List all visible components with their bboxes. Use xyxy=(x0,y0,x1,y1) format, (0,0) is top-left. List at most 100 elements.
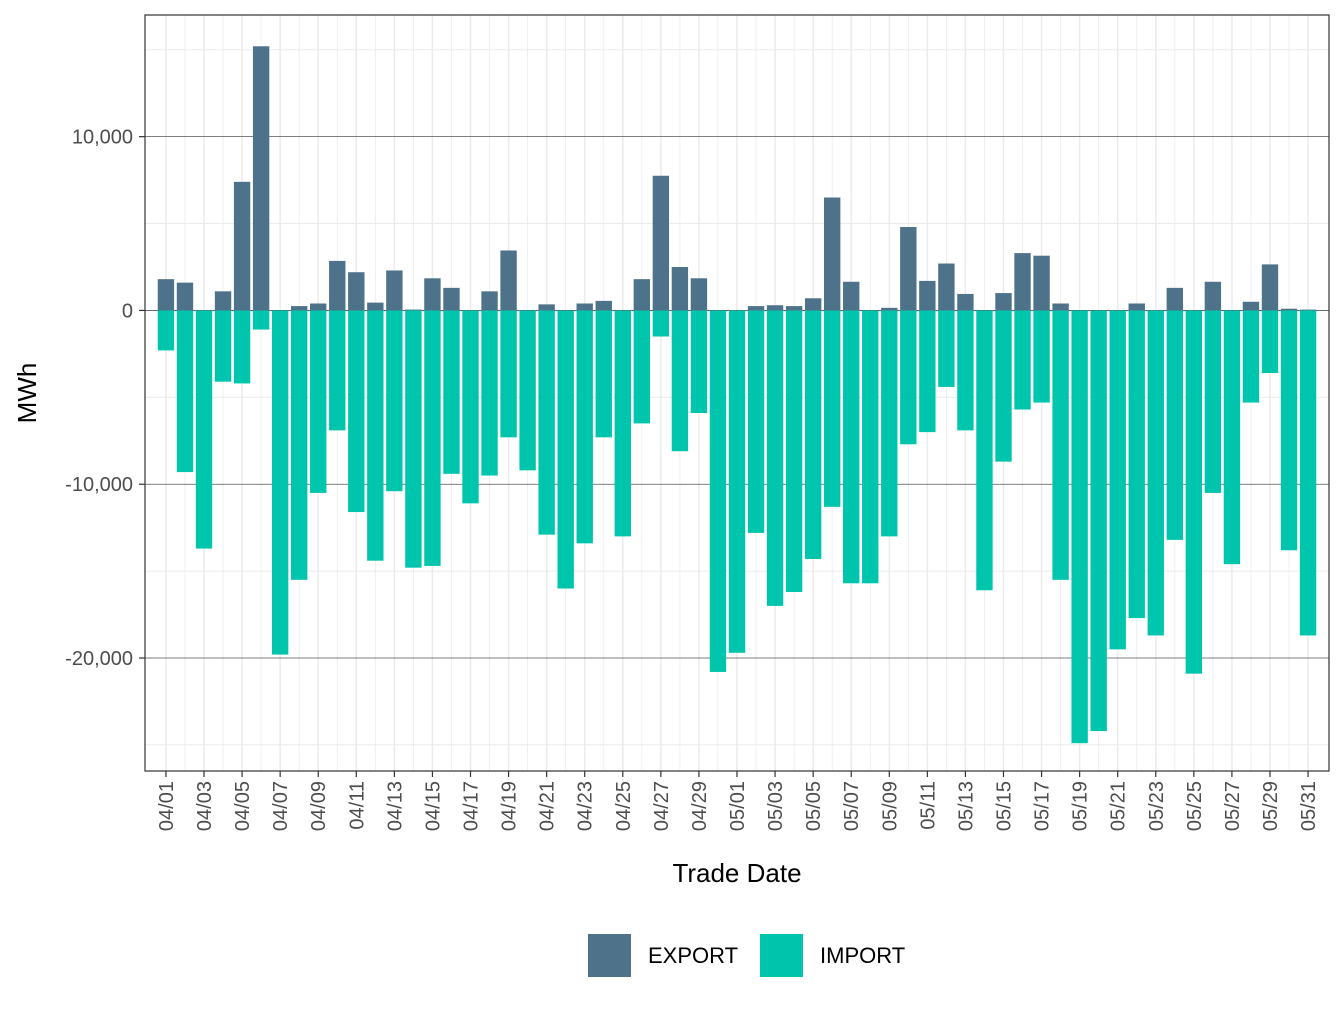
y-tick-label: -10,000 xyxy=(65,474,133,496)
bar-import-05-03 xyxy=(766,310,784,606)
bar-import-05-11 xyxy=(919,310,936,433)
bar-export-05-02 xyxy=(747,306,765,311)
bar-import-04-22 xyxy=(557,310,574,589)
bar-import-05-30 xyxy=(1280,310,1298,551)
x-tick-label: 04/07 xyxy=(270,781,292,831)
bar-export-04-19 xyxy=(500,250,517,311)
bars xyxy=(157,46,1317,744)
bar-export-05-07 xyxy=(843,281,860,311)
bar-import-04-29 xyxy=(690,310,708,413)
bar-export-05-11 xyxy=(919,280,936,311)
y-tick-label: -20,000 xyxy=(65,648,133,670)
x-tick-label: 05/01 xyxy=(727,781,749,831)
bar-export-04-18 xyxy=(481,291,498,311)
bar-import-05-09 xyxy=(881,310,898,537)
bar-import-05-21 xyxy=(1109,310,1126,650)
bar-export-04-06 xyxy=(252,46,270,311)
y-axis-title: MWh xyxy=(12,363,42,424)
x-tick-label: 05/03 xyxy=(765,781,787,831)
bar-import-05-04 xyxy=(785,310,803,592)
bar-import-05-14 xyxy=(976,310,993,591)
bar-import-04-18 xyxy=(481,310,498,476)
y-tick-label: 10,000 xyxy=(72,127,133,149)
bar-import-05-23 xyxy=(1147,310,1164,636)
bar-export-05-17 xyxy=(1033,255,1050,311)
x-tick-label: 05/29 xyxy=(1260,781,1282,831)
bar-import-05-17 xyxy=(1033,310,1050,403)
x-tick-label: 05/17 xyxy=(1032,781,1054,831)
bar-export-05-05 xyxy=(804,298,822,311)
bar-import-04-06 xyxy=(252,310,270,330)
bar-import-04-14 xyxy=(405,310,422,568)
x-tick-label: 04/13 xyxy=(384,781,406,831)
bar-export-05-16 xyxy=(1014,253,1031,311)
bar-import-04-28 xyxy=(671,310,689,452)
bar-export-05-10 xyxy=(900,227,917,311)
bar-import-04-03 xyxy=(195,310,213,549)
x-tick-label: 05/27 xyxy=(1222,781,1244,831)
bar-export-05-30 xyxy=(1280,308,1298,311)
x-tick-label: 05/19 xyxy=(1070,781,1092,831)
x-tick-label: 05/13 xyxy=(955,781,977,831)
x-tick-label: 05/09 xyxy=(879,781,901,831)
bar-import-05-07 xyxy=(843,310,860,584)
x-tick-label: 04/09 xyxy=(308,781,330,831)
x-axis-title: Trade Date xyxy=(672,858,801,888)
bar-export-05-09 xyxy=(881,307,898,311)
x-tick-label: 05/31 xyxy=(1298,781,1320,831)
bar-export-05-29 xyxy=(1261,264,1279,311)
y-tick-label: 0 xyxy=(122,300,133,322)
bar-import-04-20 xyxy=(519,310,536,471)
bar-export-05-12 xyxy=(938,263,955,311)
bar-import-05-10 xyxy=(900,310,917,445)
y-axis-ticks: 10,000 0 -10,000 -20,000 xyxy=(65,127,145,670)
bar-export-04-05 xyxy=(233,181,251,311)
x-tick-label: 04/27 xyxy=(651,781,673,831)
x-tick-label: 05/25 xyxy=(1184,781,1206,831)
bar-export-04-04 xyxy=(214,291,232,311)
legend-key-import xyxy=(760,934,803,977)
bar-import-04-13 xyxy=(386,310,403,492)
bar-import-05-26 xyxy=(1204,310,1222,493)
bar-import-04-12 xyxy=(367,310,384,561)
x-tick-label: 05/21 xyxy=(1108,781,1130,831)
bar-import-04-30 xyxy=(709,310,727,672)
bar-import-05-22 xyxy=(1128,310,1145,619)
bar-import-05-29 xyxy=(1261,310,1279,374)
bar-export-04-15 xyxy=(424,278,441,311)
bar-export-04-23 xyxy=(576,303,593,311)
bar-import-04-08 xyxy=(291,310,308,580)
bar-export-04-13 xyxy=(386,270,403,311)
bar-import-04-11 xyxy=(348,310,365,513)
bar-export-04-12 xyxy=(367,302,384,311)
bar-export-04-08 xyxy=(291,306,308,311)
bar-import-05-12 xyxy=(938,310,955,387)
x-tick-label: 04/29 xyxy=(689,781,711,831)
legend-label-import: IMPORT xyxy=(820,943,905,968)
x-tick-label: 05/15 xyxy=(993,781,1015,831)
bar-import-04-16 xyxy=(443,310,460,474)
x-tick-label: 04/15 xyxy=(422,781,444,831)
bar-import-04-04 xyxy=(214,310,232,382)
bar-export-05-24 xyxy=(1166,287,1183,311)
bar-import-04-15 xyxy=(424,310,441,566)
bar-import-05-19 xyxy=(1071,310,1088,744)
bar-export-04-01 xyxy=(157,279,175,311)
bar-export-04-11 xyxy=(348,272,365,311)
x-tick-label: 05/07 xyxy=(841,781,863,831)
bar-export-04-02 xyxy=(176,282,194,311)
x-tick-label: 04/21 xyxy=(537,781,559,831)
bar-import-04-02 xyxy=(176,310,194,473)
bar-import-04-01 xyxy=(157,310,175,351)
bar-import-04-19 xyxy=(500,310,517,438)
bar-import-05-31 xyxy=(1299,310,1317,636)
bar-import-04-24 xyxy=(595,310,612,438)
bar-export-05-03 xyxy=(766,305,784,311)
x-tick-label: 04/23 xyxy=(575,781,597,831)
bar-export-04-26 xyxy=(633,279,651,311)
bar-import-05-18 xyxy=(1052,310,1069,580)
bar-import-05-28 xyxy=(1242,310,1260,403)
x-tick-label: 04/05 xyxy=(232,781,254,831)
